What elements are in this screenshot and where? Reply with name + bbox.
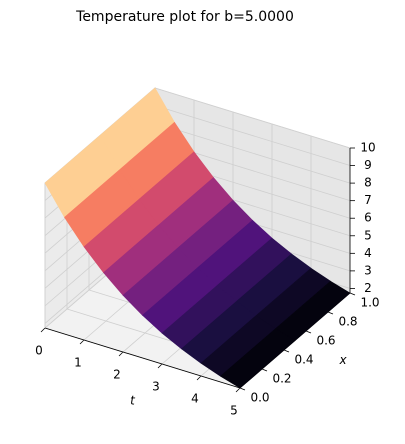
z-tick-label: 4 (364, 246, 372, 260)
z-tick-label: 2 (364, 281, 372, 295)
y-tick-label: 1.0 (360, 296, 379, 310)
y-tick-label: 0.2 (272, 372, 291, 386)
x-tick-label: 3 (152, 380, 160, 394)
x-tick-label: 1 (74, 356, 82, 370)
tick-mark (40, 327, 46, 333)
z-tick-label: 6 (364, 211, 372, 225)
y-tick-label: 0.0 (250, 391, 269, 405)
z-tick-label: 5 (364, 228, 372, 242)
x-tick-label: 4 (191, 392, 199, 406)
tick-mark (305, 330, 312, 334)
y-tick-label: 0.8 (338, 315, 357, 329)
x-axis-line (44, 327, 241, 389)
tick-mark (196, 375, 202, 381)
tick-mark (261, 368, 268, 372)
tick-mark (283, 349, 290, 353)
chart-title: Temperature plot for b=5.0000 (75, 9, 294, 25)
grid-line (154, 105, 351, 166)
tick-mark (239, 387, 246, 391)
tick-mark (235, 387, 241, 393)
x-tick-label: 0 (35, 344, 43, 358)
grid-line (154, 87, 351, 149)
tick-mark (349, 292, 356, 296)
z-tick-label: 7 (364, 193, 372, 207)
y-axis-label: x (338, 353, 347, 367)
z-tick-label: 8 (364, 176, 372, 190)
tick-mark (79, 339, 85, 345)
tick-mark (118, 351, 124, 357)
grid-line (154, 122, 351, 184)
tick-mark (157, 363, 163, 369)
z-tick-label: 9 (364, 158, 372, 172)
tick-mark (327, 311, 334, 315)
surface-patch (219, 328, 296, 389)
y-tick-label: 0.6 (316, 334, 335, 348)
x-axis-label: t (130, 394, 136, 408)
x-tick-label: 5 (230, 404, 238, 418)
z-tick-label: 10 (360, 141, 375, 155)
y-tick-label: 0.4 (294, 353, 313, 367)
z-tick-label: 3 (364, 263, 372, 277)
x-tick-label: 2 (113, 368, 121, 382)
